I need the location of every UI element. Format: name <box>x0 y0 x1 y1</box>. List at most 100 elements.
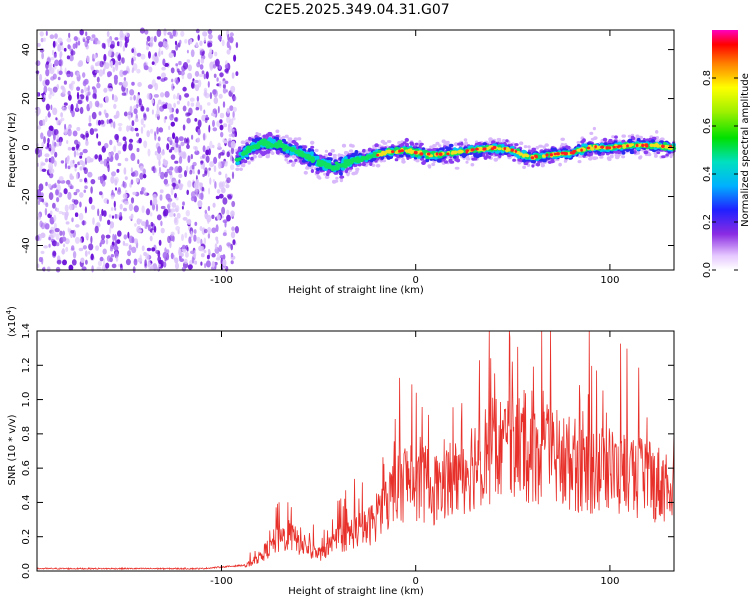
noise-dot <box>209 140 213 149</box>
ridge-dot <box>402 141 407 145</box>
noise-dot <box>218 80 222 88</box>
ridge-dot <box>438 144 442 148</box>
noise-dot <box>142 173 147 179</box>
noise-dot <box>48 111 51 117</box>
noise-dot <box>223 160 229 164</box>
noise-dot <box>208 187 211 195</box>
noise-dot <box>205 155 210 163</box>
ridge-dot <box>254 145 260 150</box>
ridge-dot <box>611 135 615 139</box>
noise-dot <box>152 229 155 236</box>
noise-dot <box>143 113 147 121</box>
noise-dot <box>49 34 55 39</box>
noise-dot <box>215 58 220 67</box>
noise-dot <box>143 123 146 128</box>
ridge-dot <box>453 142 459 147</box>
noise-dot <box>202 173 205 178</box>
ridge-dot <box>550 147 555 152</box>
noise-dot <box>120 263 123 268</box>
noise-dot <box>129 89 135 96</box>
noise-dot <box>79 29 84 36</box>
noise-dot <box>147 148 151 157</box>
noise-dot <box>70 185 74 190</box>
noise-dot <box>169 241 172 249</box>
noise-dot <box>232 106 237 112</box>
noise-dot <box>187 100 190 107</box>
ridge-dot <box>635 146 641 151</box>
noise-dot <box>115 63 119 71</box>
noise-dot <box>44 223 50 230</box>
noise-dot <box>159 189 164 194</box>
ridge-dot <box>399 154 404 158</box>
noise-dot <box>150 36 154 42</box>
noise-dot <box>68 94 72 101</box>
noise-dot <box>160 220 163 227</box>
noise-dot <box>53 141 57 148</box>
noise-dot <box>67 44 71 50</box>
noise-dot <box>180 70 185 76</box>
noise-dot <box>145 208 151 216</box>
noise-dot <box>185 245 189 250</box>
noise-dot <box>117 142 122 147</box>
noise-dot <box>68 32 71 39</box>
ridge-dot <box>530 159 535 164</box>
noise-dot <box>99 256 104 262</box>
noise-dot <box>138 98 142 106</box>
ridge-dot <box>523 145 528 149</box>
noise-dot <box>111 171 116 177</box>
ridge-dot <box>448 146 452 151</box>
noise-dot <box>92 217 95 225</box>
noise-dot <box>130 197 135 204</box>
noise-dot <box>182 248 187 253</box>
noise-dot <box>44 208 48 216</box>
ridge-dot <box>505 139 509 143</box>
noise-dot <box>141 186 145 195</box>
noise-dot <box>52 251 57 257</box>
noise-dot <box>187 64 192 72</box>
noise-dot <box>129 105 133 114</box>
noise-dot <box>120 33 125 38</box>
noise-dot <box>73 36 78 42</box>
ridge-dot <box>308 156 315 161</box>
noise-dot <box>208 124 211 133</box>
noise-dot <box>93 73 97 78</box>
noise-dot <box>214 181 217 189</box>
noise-dot <box>79 166 83 171</box>
ridge-dot <box>235 167 240 171</box>
noise-dot <box>96 133 99 139</box>
noise-dot <box>55 189 59 196</box>
noise-dot <box>207 102 211 106</box>
noise-dot <box>199 50 202 56</box>
noise-dot <box>187 264 193 270</box>
noise-dot <box>61 236 67 242</box>
noise-dot <box>166 103 172 110</box>
noise-dot <box>54 228 60 233</box>
noise-dot <box>190 191 196 199</box>
noise-dot <box>217 105 220 114</box>
noise-dot <box>72 251 77 259</box>
noise-dot <box>71 146 76 151</box>
ridge-dot <box>380 156 384 160</box>
noise-dot <box>168 52 174 59</box>
noise-dot <box>97 260 102 267</box>
noise-dot <box>110 60 113 69</box>
noise-dot <box>95 62 99 67</box>
noise-dot <box>56 133 59 141</box>
noise-dot <box>72 159 75 164</box>
noise-dot <box>230 252 234 258</box>
ridge-dot <box>255 132 259 135</box>
noise-dot <box>173 102 177 108</box>
noise-dot <box>58 176 64 182</box>
noise-dot <box>229 32 234 37</box>
noise-dot <box>174 192 177 199</box>
ridge-dot <box>500 143 505 148</box>
noise-dot <box>209 177 212 185</box>
noise-dot <box>156 29 162 37</box>
noise-dot <box>113 121 116 129</box>
noise-dot <box>232 157 235 164</box>
noise-dot <box>133 94 136 101</box>
noise-dot <box>163 261 167 268</box>
noise-dot <box>200 261 203 266</box>
noise-dot <box>151 61 155 65</box>
noise-dot <box>218 152 221 159</box>
